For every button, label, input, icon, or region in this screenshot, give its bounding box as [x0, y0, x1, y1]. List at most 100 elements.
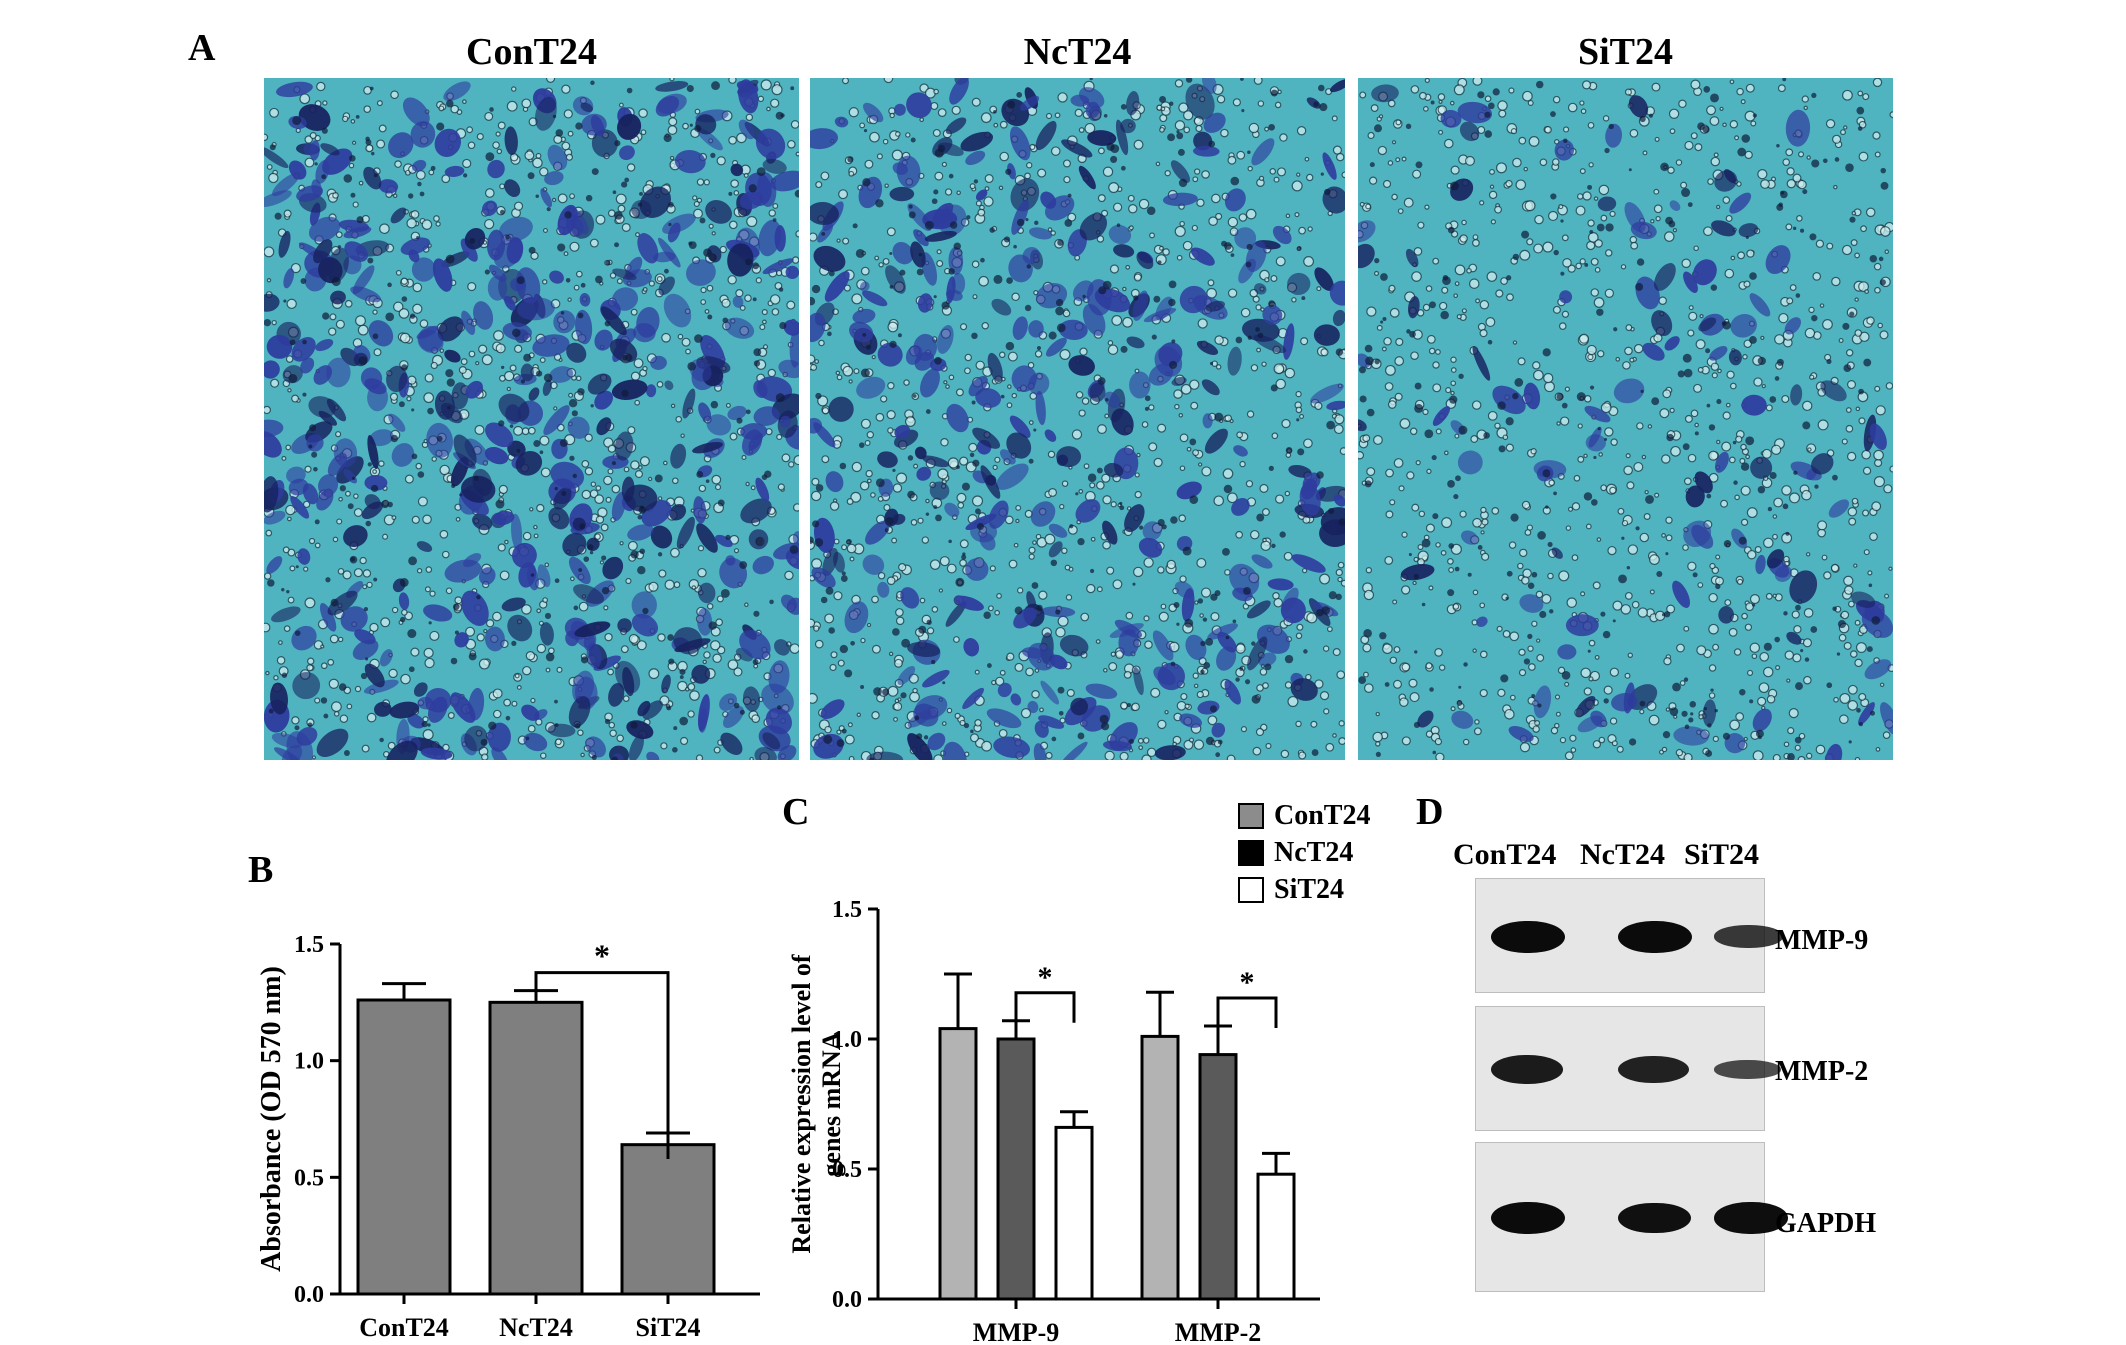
panel-d-letter: D	[1416, 791, 1444, 833]
membrane-pore	[423, 392, 435, 404]
membrane-pore	[1877, 322, 1884, 329]
cell-nucleus	[430, 165, 436, 171]
membrane-pore	[846, 543, 857, 554]
stained-cell	[354, 629, 376, 645]
membrane-pore	[623, 466, 630, 473]
stained-cell	[897, 666, 916, 686]
cell-nucleus	[1025, 218, 1029, 222]
stained-cell	[762, 732, 781, 750]
membrane-pore	[664, 579, 675, 590]
membrane-pore	[1194, 600, 1199, 605]
membrane-pore	[1782, 158, 1791, 167]
membrane-pore	[1048, 487, 1058, 497]
membrane-pore	[1370, 104, 1379, 112]
stained-cell	[932, 203, 953, 228]
cell-nucleus	[468, 652, 477, 661]
membrane-pore	[1441, 517, 1453, 529]
membrane-pore	[1008, 559, 1018, 569]
cell-nucleus	[1783, 611, 1788, 616]
cell-nucleus	[350, 192, 356, 198]
cell-nucleus	[365, 136, 370, 142]
stained-cell	[315, 338, 334, 352]
membrane-pore	[1781, 394, 1790, 404]
membrane-pore	[1502, 434, 1509, 441]
membrane-pore	[1274, 494, 1285, 504]
membrane-pore	[1193, 168, 1201, 175]
cell-nucleus	[1477, 91, 1485, 99]
cell-nucleus	[625, 353, 633, 362]
membrane-pore	[1466, 267, 1472, 274]
stained-cell	[416, 541, 433, 553]
stained-cell	[1011, 199, 1029, 235]
cell-nucleus	[860, 684, 865, 689]
stained-cell	[336, 456, 364, 484]
stained-cell	[1045, 337, 1067, 357]
membrane-pore	[1461, 219, 1467, 226]
membrane-pore	[1733, 648, 1742, 656]
membrane-pore	[565, 153, 574, 161]
stained-cell	[1407, 296, 1420, 319]
cell-nucleus	[725, 534, 731, 540]
membrane-pore	[611, 484, 621, 494]
stained-cell	[697, 607, 713, 636]
membrane-pore	[388, 668, 398, 679]
membrane-pore	[1141, 754, 1152, 760]
membrane-pore	[1468, 278, 1480, 289]
membrane-pore	[1385, 510, 1394, 519]
legend-item-sit24: SiT24	[1238, 874, 1344, 906]
membrane-pore	[1846, 451, 1857, 462]
membrane-pore	[1787, 727, 1795, 735]
cell-nucleus	[1618, 574, 1627, 584]
membrane-pore	[1729, 719, 1741, 731]
membrane-pore	[1684, 414, 1693, 423]
membrane-pore	[821, 455, 830, 464]
membrane-pore	[1746, 507, 1758, 519]
stained-cell	[1006, 432, 1032, 459]
stained-cell	[661, 674, 671, 694]
membrane-pore	[1495, 162, 1507, 174]
membrane-pore	[1047, 227, 1053, 233]
membrane-pore	[810, 618, 816, 628]
membrane-pore	[837, 659, 845, 667]
membrane-pore	[1729, 79, 1735, 85]
stained-cell	[309, 140, 320, 161]
membrane-pore	[536, 503, 545, 513]
stained-cell	[1755, 554, 1766, 575]
cell-nucleus	[1405, 123, 1412, 130]
stained-cell	[542, 379, 552, 396]
membrane-pore	[999, 669, 1006, 676]
membrane-pore	[1765, 404, 1773, 412]
membrane-pore	[353, 508, 363, 517]
membrane-pore	[810, 354, 816, 364]
membrane-pore	[332, 191, 339, 199]
membrane-pore	[484, 188, 495, 198]
membrane-pore	[1125, 264, 1131, 270]
membrane-pore	[728, 135, 737, 145]
membrane-pore	[1409, 427, 1418, 436]
stained-cell	[360, 367, 383, 390]
membrane-pore	[771, 308, 780, 316]
membrane-pore	[1858, 417, 1866, 425]
membrane-pore	[1746, 669, 1754, 676]
stained-cell	[472, 513, 493, 531]
membrane-pore	[1226, 754, 1236, 760]
stained-cell	[515, 267, 541, 304]
membrane-pore	[667, 125, 678, 135]
stained-cell	[1828, 499, 1850, 518]
stained-cell	[1628, 95, 1649, 118]
stained-cell	[877, 342, 903, 367]
membrane-pore	[741, 454, 747, 460]
membrane-pore	[1375, 741, 1381, 747]
stained-cell	[1035, 120, 1057, 151]
stained-cell	[1880, 702, 1893, 736]
membrane-pore	[1273, 597, 1283, 608]
membrane-pore	[1253, 78, 1263, 85]
membrane-pore	[1020, 707, 1032, 719]
membrane-pore	[1412, 169, 1422, 179]
stained-cell	[655, 81, 689, 92]
stained-cell	[286, 731, 313, 760]
membrane-pore	[1079, 347, 1088, 356]
membrane-pore	[1197, 318, 1208, 329]
stained-cell	[266, 334, 293, 359]
membrane-pore	[1358, 450, 1365, 460]
